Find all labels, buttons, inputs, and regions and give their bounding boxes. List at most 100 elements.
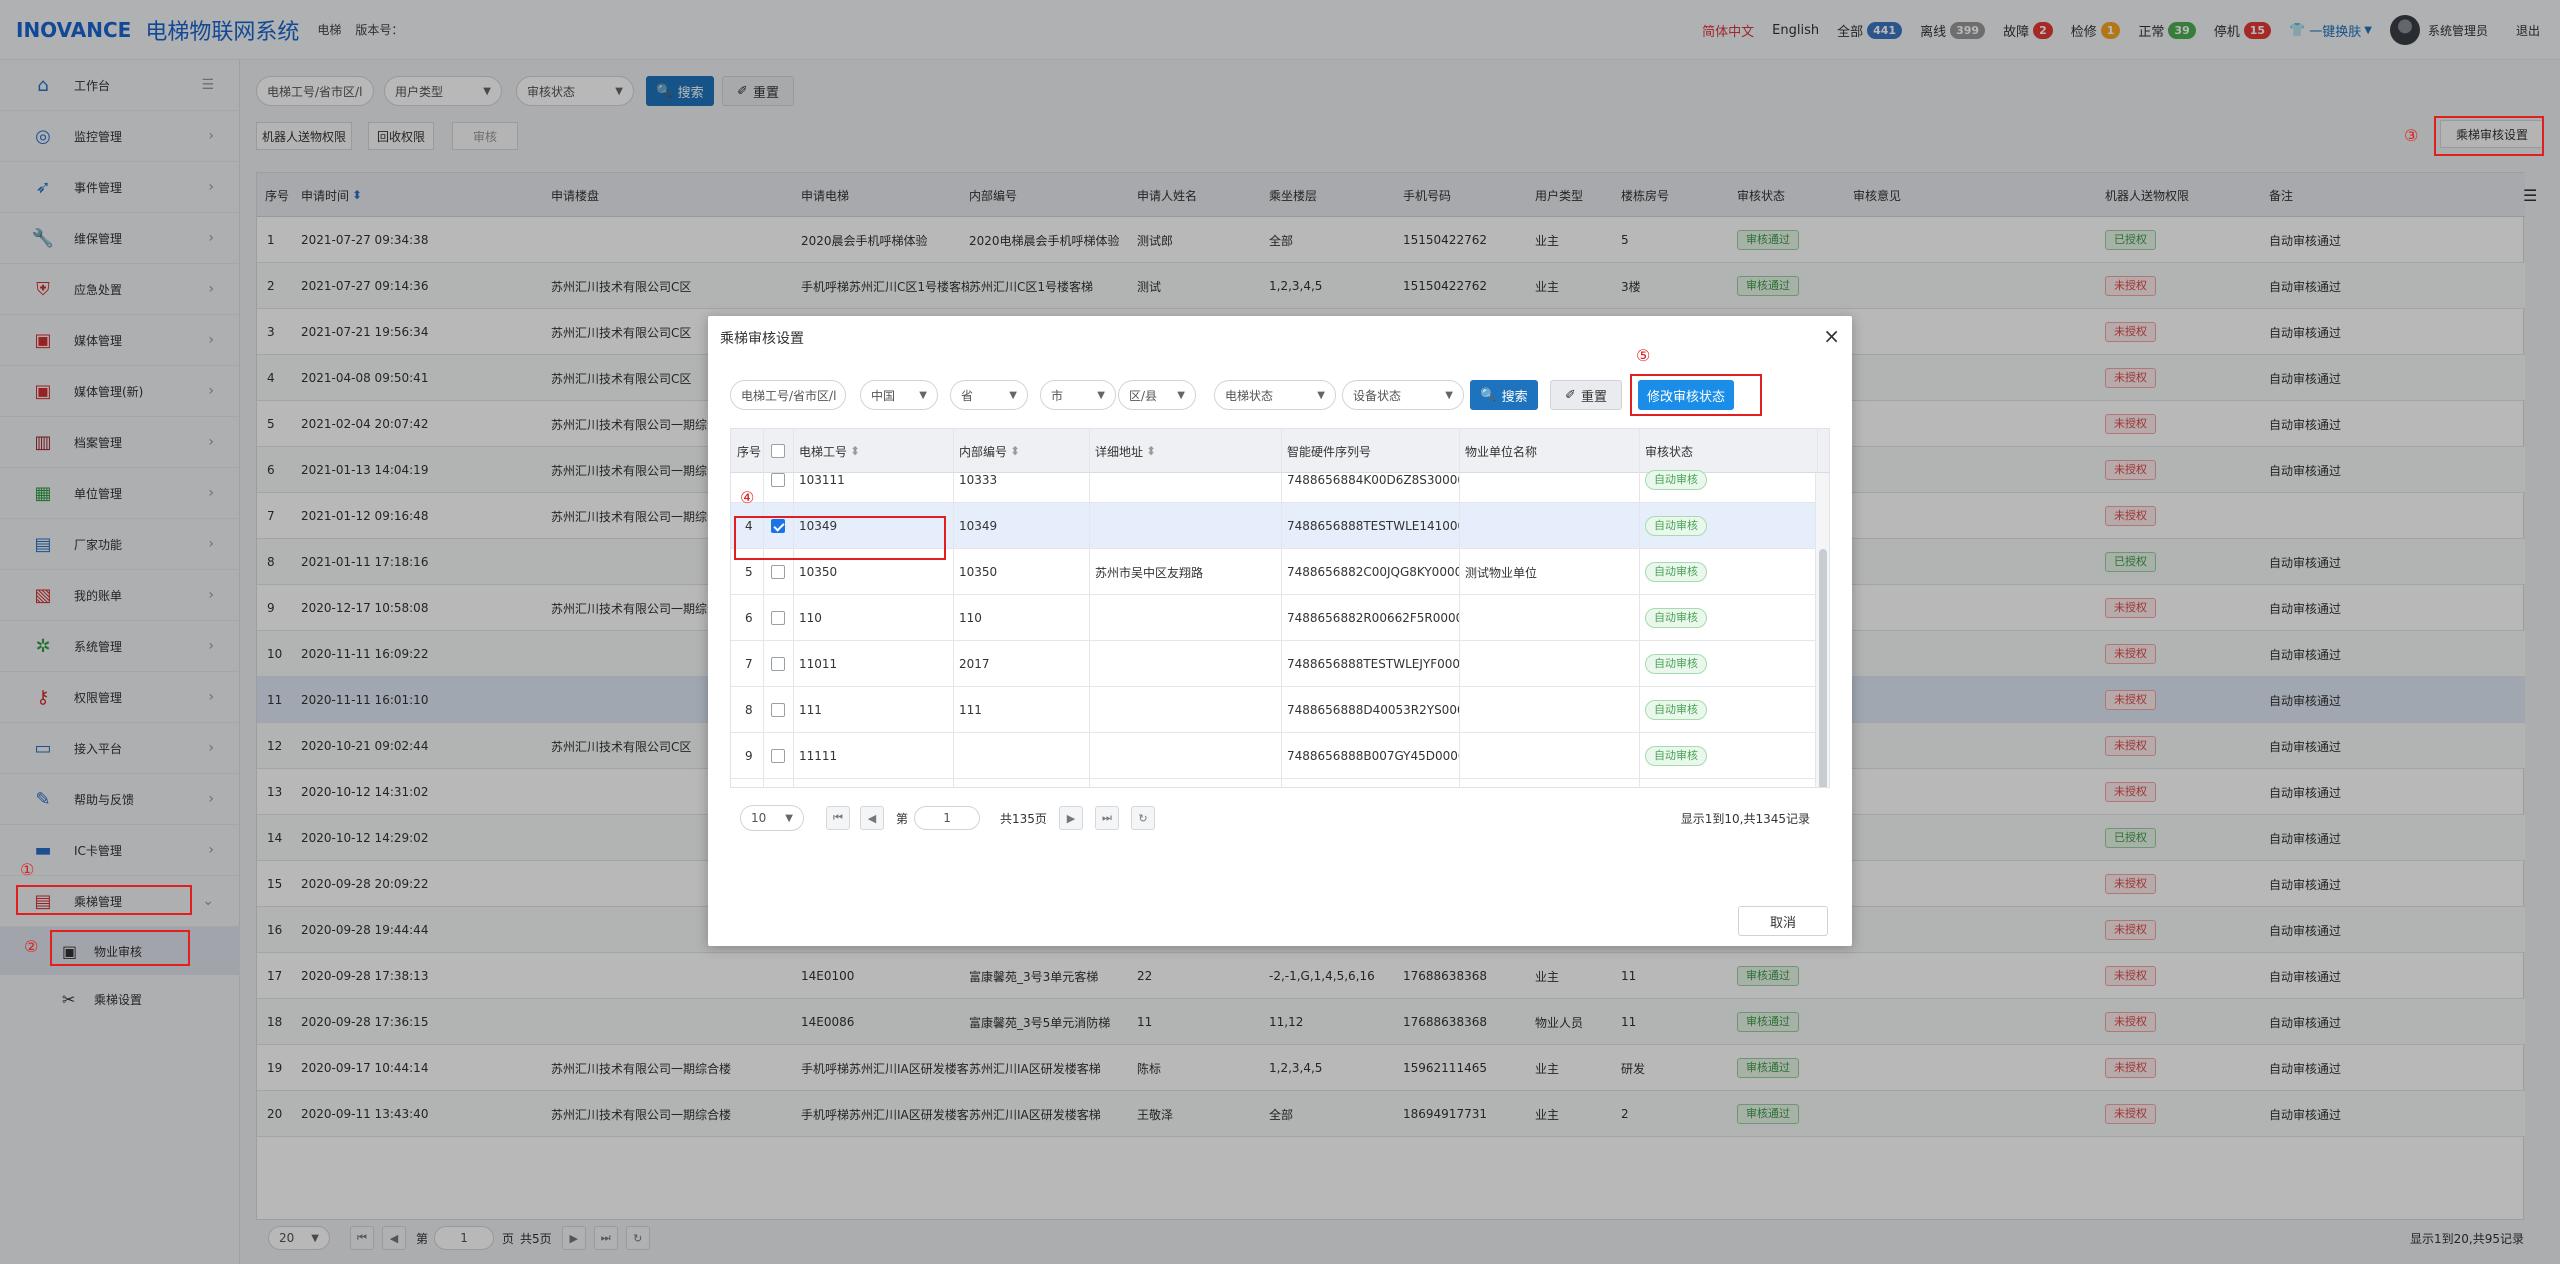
row-checkbox[interactable] [771,687,785,733]
annotation-box-modify-status [1630,374,1762,416]
col-header-apply-time[interactable]: 申请时间 ⬍ [301,173,362,217]
table-row[interactable]: 20 2020-09-11 13:43:40 苏州汇川技术有限公司一期综合楼 手机呼梯… [257,1091,2525,1137]
first-page-icon[interactable]: ⏮ [350,1226,374,1250]
lang-en-link[interactable]: English [1772,22,1820,38]
sidebar-item-maintenance[interactable]: 🔧 维保管理 › [0,213,240,264]
prev-page-icon[interactable]: ◀ [382,1226,406,1250]
cancel-button[interactable]: 取消 [1738,906,1828,936]
sidebar-item-monitor[interactable]: ◎ 监控管理 › [0,111,240,162]
sidebar-item-bill[interactable]: ▧ 我的账单 › [0,570,240,621]
filter-audit-status[interactable]: 审核状态 ▼ [516,76,634,106]
sidebar-item-factory[interactable]: ▤ 厂家功能 › [0,519,240,570]
close-icon[interactable]: × [1823,324,1840,348]
next-page-icon[interactable]: ▶ [1058,806,1083,830]
modal-filter-device-status[interactable]: 设备状态 ▼ [1342,380,1464,410]
modal-filter-city[interactable]: 市 ▼ [1040,380,1116,410]
last-page-icon[interactable]: ⏭ [1094,806,1119,830]
sidebar-item-emergency[interactable]: ⛨ 应急处置 › [0,264,240,315]
table-row[interactable]: 1 2021-07-27 09:34:38 2020晨会手机呼梯体验 2020电梯晨会… [257,217,2525,263]
modal-page-size-select[interactable]: 10 ▼ [740,805,804,831]
ride-audit-setting-button[interactable]: 乘梯审核设置 [2440,120,2544,148]
page-size-select[interactable]: 20 ▼ [268,1226,330,1250]
sidebar-item-ic-card[interactable]: ▬ IC卡管理 › [0,825,240,876]
row-checkbox[interactable] [771,779,785,787]
audit-button[interactable]: 审核 [452,122,518,150]
status-fault[interactable]: 故障 2 [2003,21,2053,40]
sidebar-item-help[interactable]: ✎ 帮助与反馈 › [0,774,240,825]
col-header-code[interactable]: 电梯工号 ⬍ [799,429,860,473]
modal-table-row[interactable]: 7 11011 2017 7488656888TESTWLEJYF00000 自动审核 [731,641,1817,687]
column-menu-icon[interactable]: ☰ [2523,185,2538,205]
modal-filter-code[interactable]: 电梯工号/省市区/l [730,380,846,410]
scroll-thumb[interactable] [1819,549,1827,787]
skin-switch[interactable]: 👕 一键换肤 ▼ [2289,21,2372,40]
modal-table-row[interactable]: 9 11111 7488656888B007GY45D00000 自动审核 [731,733,1817,779]
filter-elevator-code[interactable]: 电梯工号/省市区/l [256,76,374,106]
sidebar-item-ride[interactable]: ▤ 乘梯管理 ⌄ [0,876,240,927]
reset-button[interactable]: ✐ 重置 [722,76,794,106]
sidebar-subitem-ride-settings[interactable]: ✂ 乘梯设置 [0,975,240,1023]
refresh-icon[interactable]: ↻ [625,1226,650,1250]
sidebar-item-unit[interactable]: ▦ 单位管理 › [0,468,240,519]
status-normal[interactable]: 正常 39 [2138,21,2196,40]
sidebar-item-platform[interactable]: ▭ 接入平台 › [0,723,240,774]
sidebar-item-permission[interactable]: ⚷ 权限管理 › [0,672,240,723]
row-checkbox[interactable] [771,503,785,549]
lang-cn-link[interactable]: 简体中文 [1702,24,1755,40]
search-button[interactable]: 🔍 搜索 [646,76,714,106]
menu-toggle-icon[interactable]: ☰ [201,77,214,93]
modal-filter-district[interactable]: 区/县 ▼ [1118,380,1196,410]
filter-user-type[interactable]: 用户类型 ▼ [384,76,502,106]
modal-filter-country[interactable]: 中国 ▼ [860,380,938,410]
modal-table-row[interactable]: 10 123123 7488656887R003JY6F000000 自动审核 [731,779,1817,787]
modal-page-input[interactable]: 1 [914,806,981,830]
status-offline[interactable]: 离线 399 [1920,21,1986,40]
modal-search-button[interactable]: 🔍 搜索 [1470,380,1538,410]
sidebar-item-event[interactable]: ➶ 事件管理 › [0,162,240,213]
modal-table-row[interactable]: 6 110 110 7488656882R00662F5R00000 自动审核 [731,595,1817,641]
user-menu[interactable]: 系统管理员 [2389,15,2488,45]
row-checkbox[interactable] [771,641,785,687]
robot-permission-button[interactable]: 机器人送物权限 [256,122,352,150]
modal-reset-button[interactable]: ✐ 重置 [1550,380,1622,410]
status-stop[interactable]: 停机 15 [2214,21,2272,40]
recycle-permission-button[interactable]: 回收权限 [368,122,434,150]
row-checkbox[interactable] [771,733,785,779]
sidebar-item-media-new[interactable]: ▣ 媒体管理(新) › [0,366,240,417]
sidebar-subitem-property-audit[interactable]: ▣ 物业审核 [0,927,240,975]
modal-table-row[interactable]: 4 10349 10349 7488656888TESTWLE1410000 自动审核 [731,503,1817,549]
row-checkbox[interactable] [771,457,785,503]
cell-index: 7 [745,657,753,671]
col-header-inner[interactable]: 内部编号 ⬍ [959,429,1020,473]
modal-table-row[interactable]: 5 10350 10350 苏州市吴中区友翔路 7488656882C00JQG8KY0… [731,549,1817,595]
prev-page-icon[interactable]: ◀ [860,806,884,830]
row-checkbox[interactable] [771,595,785,641]
modal-table-row[interactable]: 8 111 111 7488656888D40053R2YS00000 自动审核 [731,687,1817,733]
table-row[interactable]: 18 2020-09-28 17:36:15 14E0086 富康馨苑_3号5单元消防… [257,999,2525,1045]
status-all[interactable]: 全部 441 [1837,21,1903,40]
sidebar-item-archive[interactable]: ▥ 档案管理 › [0,417,240,468]
nav-elevator[interactable]: 电梯 [317,23,342,37]
modify-audit-status-button[interactable]: 修改审核状态 [1638,380,1734,410]
row-checkbox[interactable] [771,549,785,595]
modal-filter-elevator-status[interactable]: 电梯状态 ▼ [1214,380,1336,410]
table-row[interactable]: 17 2020-09-28 17:38:13 14E0100 富康馨苑_3号3单元客梯… [257,953,2525,999]
modal-table-scrollbar[interactable] [1815,473,1829,787]
first-page-icon[interactable]: ⏮ [826,806,850,830]
refresh-icon[interactable]: ↻ [1130,806,1155,830]
last-page-icon[interactable]: ⏭ [593,1226,618,1250]
sidebar-item-system[interactable]: ✲ 系统管理 › [0,621,240,672]
sidebar-item-media[interactable]: ▣ 媒体管理 › [0,315,240,366]
status-repair[interactable]: 检修 1 [2071,21,2121,40]
col-header-address[interactable]: 详细地址 ⬍ [1095,429,1156,473]
sidebar-item-workbench[interactable]: ⌂ 工作台 ☰ [0,60,240,111]
modal-table-row[interactable]: 103111 10333 7488656884K00D6Z8S300000 自动审核 [731,457,1817,503]
page-input[interactable]: 1 [434,1226,495,1250]
modal-filter-province[interactable]: 省 ▼ [950,380,1028,410]
next-page-icon[interactable]: ▶ [561,1226,586,1250]
cell-remark: 自动审核通过 [2269,969,2342,984]
table-row[interactable]: 2 2021-07-27 09:14:36 苏州汇川技术有限公司C区 手机呼梯苏州汇川… [257,263,2525,309]
logout-link[interactable]: 退出 [2515,23,2540,38]
select-all-checkbox[interactable] [771,429,785,473]
table-row[interactable]: 19 2020-09-17 10:44:14 苏州汇川技术有限公司一期综合楼 手机呼梯… [257,1045,2525,1091]
